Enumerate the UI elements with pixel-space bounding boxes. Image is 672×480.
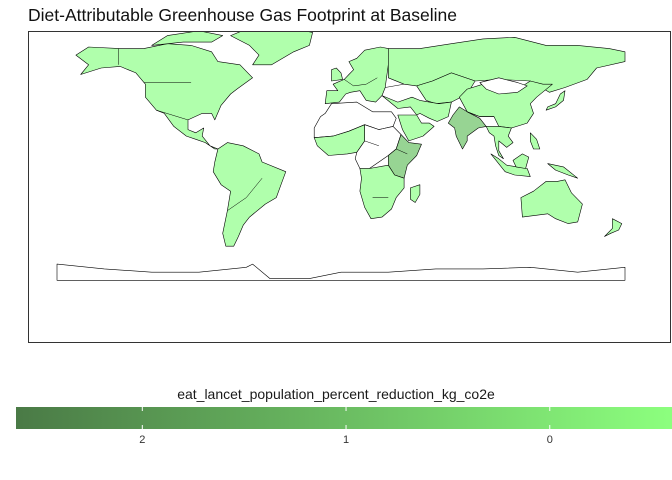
region-central-africa [354,124,402,169]
country-border [246,178,263,198]
region-madagascar [410,184,421,203]
region-antarctica [56,263,626,281]
country-border [156,109,189,121]
region-borneo [512,153,530,169]
region-south-america [212,142,287,247]
legend-tick-label: 2 [139,434,146,446]
region-philippines [530,132,541,150]
region-australia [520,179,583,224]
country-border [364,140,379,147]
region-saudi-arabia [397,114,435,142]
legend-colorbar [16,407,672,429]
region-new-zealand [604,218,623,237]
region-new-guinea [547,163,578,179]
legend-gradient [16,407,672,429]
legend-tick-label: 0 [546,434,553,446]
region-uk [331,67,343,82]
legend-tick-label: 1 [342,434,350,446]
region-japan [545,90,566,111]
region-southern-africa [359,164,405,219]
country-border [467,111,494,117]
region-indonesia [490,153,531,177]
legend-title: eat_lancet_population_percent_reduction_… [177,386,495,402]
world-map [56,32,626,281]
country-border [396,148,408,155]
country-border [344,77,378,87]
region-greenland [230,32,313,66]
region-southeast-asia [485,126,514,160]
map-panel [28,31,671,343]
region-north-america [75,43,253,150]
chart-title: Diet-Attributable Greenhouse Gas Footpri… [28,5,457,25]
region-middle-east [381,95,452,122]
region-india [448,106,487,150]
region-europe [324,46,389,104]
region-mongolia [479,77,528,95]
region-canadian-islands [151,32,223,46]
country-border [385,83,405,88]
country-border [227,197,247,211]
